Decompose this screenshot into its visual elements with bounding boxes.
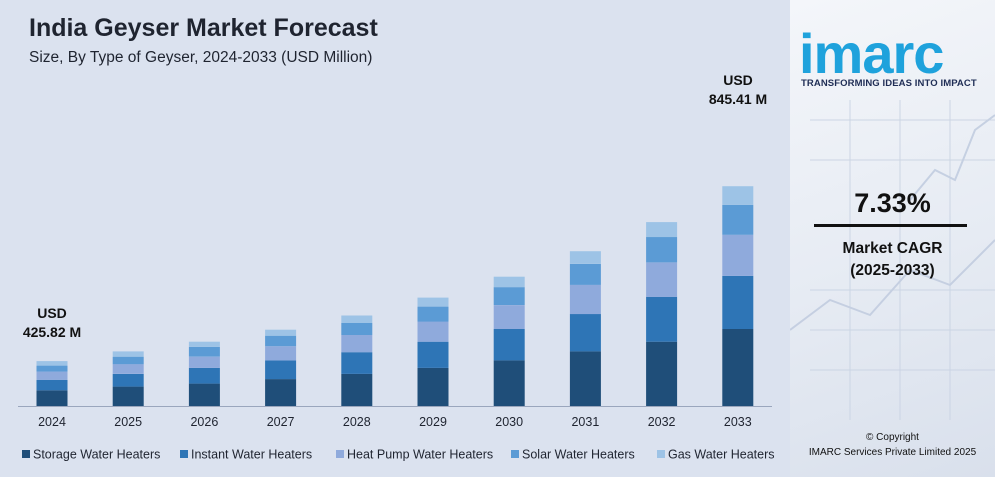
bar-segment-2030-storage-water-heaters: [493, 360, 525, 406]
copyright-notice: © Copyright IMARC Services Private Limit…: [790, 430, 995, 460]
bar-segment-2027-storage-water-heaters: [265, 379, 297, 406]
bar-segment-2025-instant-water-heaters: [112, 373, 144, 387]
x-tick-label-2028: 2028: [343, 415, 371, 429]
x-tick-label-2024: 2024: [38, 415, 66, 429]
chart-legend: Storage Water Heaters Instant Water Heate…: [22, 448, 775, 462]
bar-segment-2033-solar-water-heaters: [722, 204, 754, 235]
legend-item-instant-water-heaters: Instant Water Heaters: [180, 448, 312, 462]
bar-segment-2032-heat-pump-water-heaters: [646, 262, 678, 297]
bar-segment-2026-instant-water-heaters: [188, 367, 220, 384]
bar-segment-2028-gas-water-heaters: [341, 315, 373, 323]
x-tick-label-2030: 2030: [495, 415, 523, 429]
bar-segment-2031-instant-water-heaters: [569, 314, 601, 352]
bar-segment-2032-gas-water-heaters: [646, 222, 678, 238]
bar-segment-2027-heat-pump-water-heaters: [265, 346, 297, 361]
legend-label: Solar Water Heaters: [522, 448, 635, 462]
copyright-line1: © Copyright: [866, 432, 919, 443]
bar-segment-2031-heat-pump-water-heaters: [569, 284, 601, 315]
bar-segment-2030-solar-water-heaters: [493, 287, 525, 305]
bar-segment-2028-heat-pump-water-heaters: [341, 335, 373, 353]
bar-segment-2029-storage-water-heaters: [417, 367, 449, 406]
bar-segment-2029-instant-water-heaters: [417, 341, 449, 368]
bar-segment-2027-solar-water-heaters: [265, 335, 297, 347]
bar-segment-2027-instant-water-heaters: [265, 360, 297, 380]
cagr-label: Market CAGR (2025-2033): [790, 238, 995, 282]
legend-swatch: [180, 450, 188, 458]
x-tick-label-2027: 2027: [267, 415, 295, 429]
cagr-divider: [814, 224, 967, 227]
bar-segment-2029-heat-pump-water-heaters: [417, 321, 449, 342]
bar-segment-2028-storage-water-heaters: [341, 373, 373, 406]
bar-segment-2030-instant-water-heaters: [493, 329, 525, 361]
bar-segment-2033-gas-water-heaters: [722, 186, 754, 205]
bar-segment-2027-gas-water-heaters: [265, 329, 297, 336]
cagr-label-line1: Market CAGR: [842, 240, 943, 257]
legend-label: Gas Water Heaters: [668, 448, 775, 462]
bar-segment-2024-solar-water-heaters: [36, 365, 68, 372]
bar-segment-2033-heat-pump-water-heaters: [722, 234, 754, 276]
bar-segment-2028-instant-water-heaters: [341, 352, 373, 374]
legend-swatch: [336, 450, 344, 458]
x-tick-label-2031: 2031: [571, 415, 599, 429]
chart-title: India Geyser Market Forecast: [29, 14, 378, 42]
bar-segment-2025-solar-water-heaters: [112, 356, 144, 365]
bar-segment-2024-gas-water-heaters: [36, 361, 68, 366]
legend-swatch: [657, 450, 665, 458]
bar-segment-2024-storage-water-heaters: [36, 390, 68, 406]
chart-subtitle: Size, By Type of Geyser, 2024-2033 (USD …: [29, 49, 373, 66]
cagr-label-line2: (2025-2033): [850, 262, 935, 279]
start-value-label-currency: USD: [37, 305, 67, 321]
end-value-label: 845.41 M: [709, 91, 767, 107]
bar-segment-2026-gas-water-heaters: [188, 341, 220, 347]
brand-panel: imarc TRANSFORMING IDEAS INTO IMPACT 7.3…: [790, 0, 995, 477]
bar-segment-2025-storage-water-heaters: [112, 386, 144, 406]
x-tick-label-2029: 2029: [419, 415, 447, 429]
bar-segment-2025-gas-water-heaters: [112, 351, 144, 357]
copyright-line2: IMARC Services Private Limited 2025: [808, 447, 977, 458]
background-decoration: [790, 100, 995, 420]
stacked-bar-chart: 2024 2025 2026 2027 2028 2029 2030 2031 2032 2033…: [18, 72, 775, 462]
x-tick-label-2025: 2025: [114, 415, 142, 429]
legend-label: Instant Water Heaters: [191, 448, 312, 462]
legend-item-solar-water-heaters: Solar Water Heaters: [511, 448, 635, 462]
legend-item-gas-water-heaters: Gas Water Heaters: [657, 448, 775, 462]
bar-segment-2030-gas-water-heaters: [493, 276, 525, 288]
bar-segment-2024-instant-water-heaters: [36, 379, 68, 391]
bar-segment-2026-storage-water-heaters: [188, 383, 220, 406]
bar-segment-2028-solar-water-heaters: [341, 323, 373, 335]
bar-segment-2033-storage-water-heaters: [722, 329, 754, 406]
bar-segment-2032-storage-water-heaters: [646, 341, 678, 406]
x-tick-label-2032: 2032: [648, 415, 676, 429]
x-axis-tick-labels: 2024 2025 2026 2027 2028 2029 2030 2031 2032 2033: [38, 415, 752, 429]
x-tick-label-2026: 2026: [190, 415, 218, 429]
brand-tagline: TRANSFORMING IDEAS INTO IMPACT: [801, 78, 977, 89]
bar-segment-2026-solar-water-heaters: [188, 346, 220, 357]
bar-segment-2024-heat-pump-water-heaters: [36, 371, 68, 380]
cagr-value: 7.33%: [854, 188, 931, 218]
bar-segment-2033-instant-water-heaters: [722, 275, 754, 329]
bar-segment-2029-solar-water-heaters: [417, 306, 449, 322]
bar-segment-2032-instant-water-heaters: [646, 296, 678, 342]
chart-panel: India Geyser Market Forecast Size, By Ty…: [18, 14, 775, 462]
bar-segment-2030-heat-pump-water-heaters: [493, 305, 525, 329]
bar-segment-2029-gas-water-heaters: [417, 297, 449, 307]
bar-group: [36, 186, 754, 406]
bar-segment-2032-solar-water-heaters: [646, 237, 678, 263]
bar-segment-2025-heat-pump-water-heaters: [112, 364, 144, 374]
start-value-label: 425.82 M: [23, 324, 81, 340]
x-tick-label-2033: 2033: [724, 415, 752, 429]
imarc-logo: imarc: [799, 22, 944, 85]
legend-swatch: [22, 450, 30, 458]
legend-label: Heat Pump Water Heaters: [347, 448, 493, 462]
legend-item-storage-water-heaters: Storage Water Heaters: [22, 448, 160, 462]
bar-segment-2031-solar-water-heaters: [569, 264, 601, 285]
legend-item-heat-pump-water-heaters: Heat Pump Water Heaters: [336, 448, 493, 462]
bar-segment-2031-gas-water-heaters: [569, 251, 601, 264]
legend-label: Storage Water Heaters: [33, 448, 160, 462]
legend-swatch: [511, 450, 519, 458]
bar-segment-2026-heat-pump-water-heaters: [188, 356, 220, 368]
end-value-label-currency: USD: [723, 72, 753, 88]
bar-segment-2031-storage-water-heaters: [569, 351, 601, 406]
